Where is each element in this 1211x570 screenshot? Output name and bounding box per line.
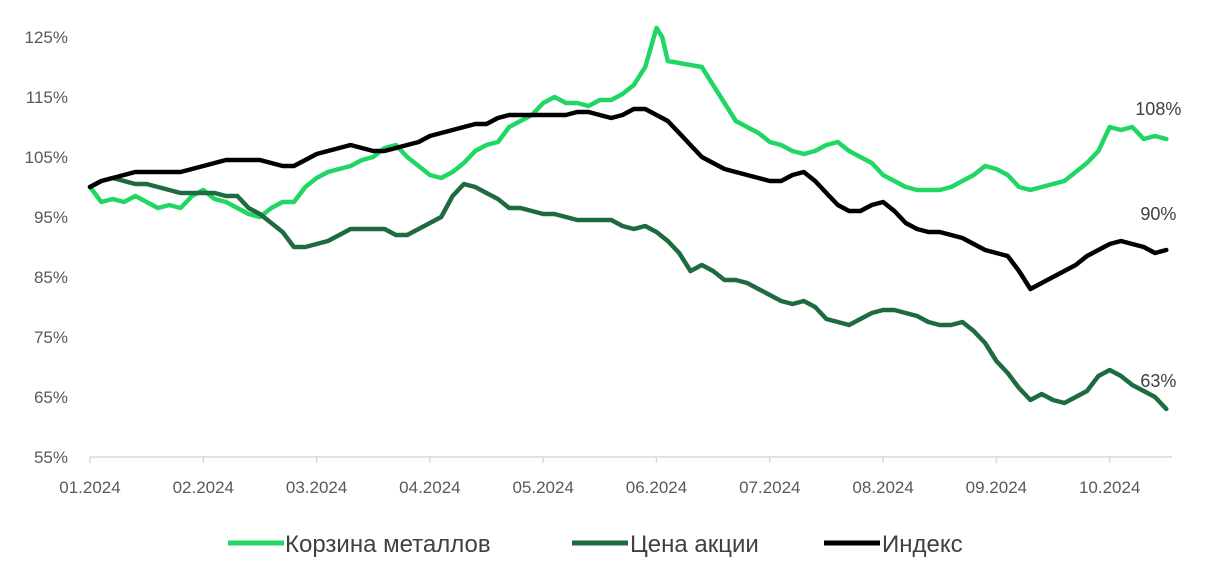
legend-label: Цена акции [630,531,759,558]
x-tick-label: 05.2024 [512,478,573,497]
y-tick-label: 85% [34,268,68,287]
y-tick-label: 55% [34,448,68,467]
y-tick-label: 105% [25,148,68,167]
series-line-0 [87,25,1169,220]
y-tick-label: 125% [25,28,68,47]
end-value-label: 90% [1140,204,1176,224]
series-line-2 [87,106,1169,292]
y-tick-label: 115% [26,88,68,107]
chart-legend: Корзина металлов Цена акции Индекс [228,531,963,558]
end-labels: 108% 63% 90% [1135,99,1181,391]
x-tick-label: 04.2024 [399,478,460,497]
x-tick-label: 09.2024 [966,478,1027,497]
x-tick-label: 03.2024 [286,478,347,497]
legend-label: Корзина металлов [285,531,491,558]
x-tick-label: 02.2024 [173,478,234,497]
end-value-label: 108% [1135,99,1181,119]
y-axis: 55% 65% 75% 85% 95% 105% 115% 125% [25,28,68,467]
x-tick-label: 08.2024 [852,478,913,497]
y-tick-label: 75% [34,328,68,347]
x-tick-label: 01.2024 [59,478,120,497]
series-line-1 [87,175,1169,412]
x-axis: 01.2024 02.2024 03.2024 04.2024 05.2024 06.20… [59,456,1172,497]
legend-label: Индекс [882,531,963,558]
x-tick-label: 06.2024 [626,478,687,497]
series-lines [87,25,1169,412]
end-value-label: 63% [1140,371,1176,391]
x-tick-label: 10.2024 [1079,478,1140,497]
x-tick-label: 07.2024 [739,478,800,497]
y-tick-label: 95% [34,208,68,227]
y-tick-label: 65% [34,388,68,407]
